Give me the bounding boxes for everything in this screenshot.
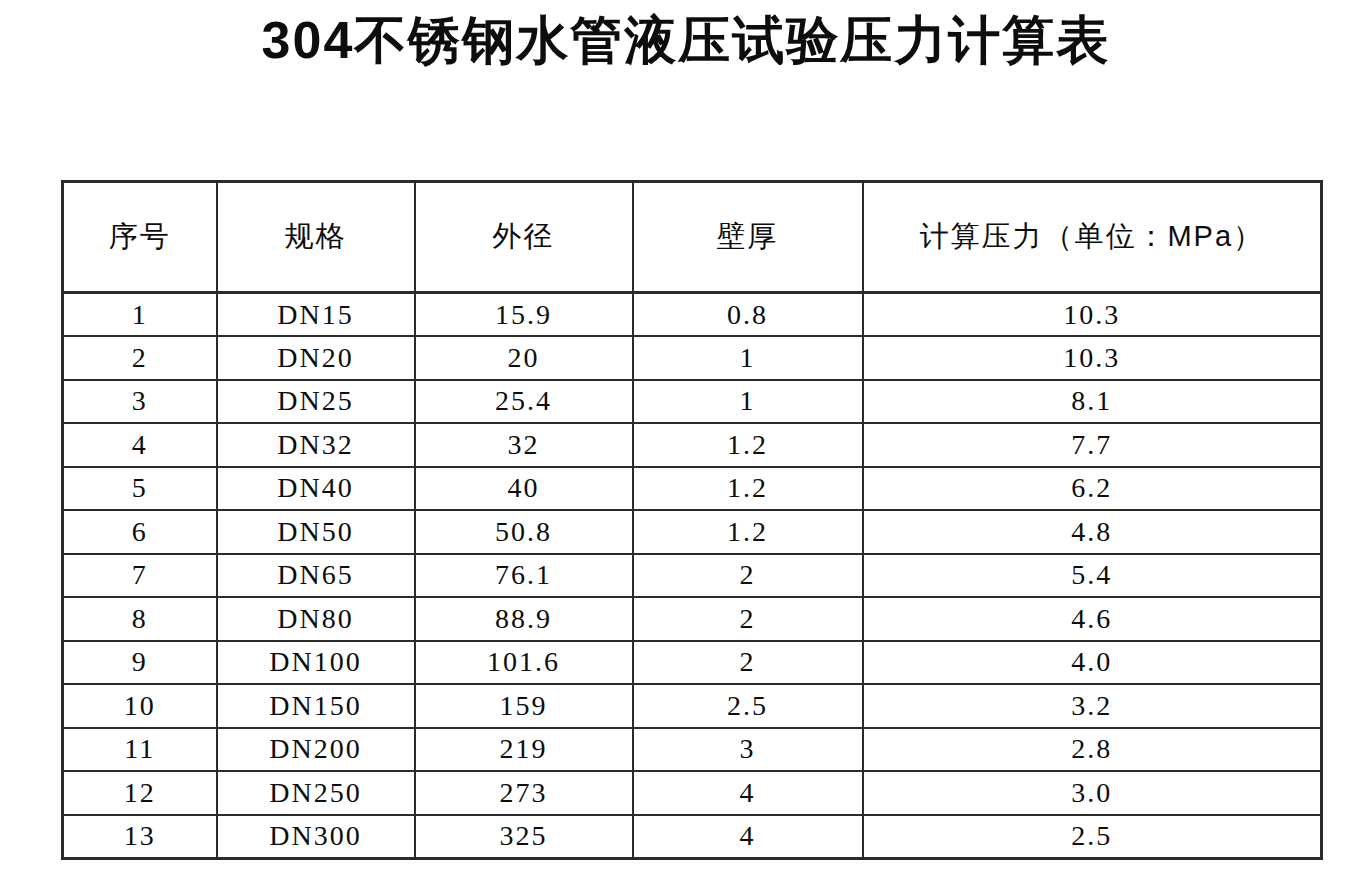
cell-sequence-number: 3 [63,380,217,424]
cell-outer-diameter: 88.9 [415,597,633,641]
cell-specification: DN40 [217,467,415,511]
cell-sequence-number: 6 [63,510,217,554]
cell-outer-diameter: 219 [415,728,633,772]
table-row: 11DN20021932.8 [63,728,1322,772]
header-cell-calculated-pressure: 计算压力（单位：MPa） [863,182,1322,293]
cell-specification: DN80 [217,597,415,641]
cell-outer-diameter: 25.4 [415,380,633,424]
cell-calculated-pressure: 7.7 [863,423,1322,467]
cell-wall-thickness: 2.5 [633,684,863,728]
cell-sequence-number: 11 [63,728,217,772]
table-row: 7DN6576.125.4 [63,554,1322,598]
page-title: 304不锈钢水管液压试验压力计算表 [0,4,1372,76]
table-row: 8DN8088.924.6 [63,597,1322,641]
cell-specification: DN25 [217,380,415,424]
cell-specification: DN20 [217,336,415,380]
header-cell-specification: 规格 [217,182,415,293]
cell-wall-thickness: 1.2 [633,510,863,554]
pressure-calculation-table: 序号 规格 外径 壁厚 计算压力（单位：MPa） 1DN1515.90.810.… [61,180,1323,860]
cell-sequence-number: 10 [63,684,217,728]
cell-outer-diameter: 15.9 [415,293,633,337]
table-row: 6DN5050.81.24.8 [63,510,1322,554]
cell-specification: DN32 [217,423,415,467]
cell-sequence-number: 12 [63,771,217,815]
cell-wall-thickness: 2 [633,641,863,685]
cell-wall-thickness: 1.2 [633,467,863,511]
cell-calculated-pressure: 4.6 [863,597,1322,641]
cell-sequence-number: 8 [63,597,217,641]
cell-calculated-pressure: 5.4 [863,554,1322,598]
cell-calculated-pressure: 4.0 [863,641,1322,685]
table-row: 9DN100101.624.0 [63,641,1322,685]
table-row: 1DN1515.90.810.3 [63,293,1322,337]
table-row: 12DN25027343.0 [63,771,1322,815]
cell-wall-thickness: 1.2 [633,423,863,467]
cell-specification: DN150 [217,684,415,728]
cell-wall-thickness: 1 [633,380,863,424]
cell-specification: DN15 [217,293,415,337]
header-cell-sequence-number: 序号 [63,182,217,293]
cell-specification: DN100 [217,641,415,685]
cell-sequence-number: 9 [63,641,217,685]
cell-specification: DN300 [217,815,415,859]
cell-wall-thickness: 0.8 [633,293,863,337]
table-row: 10DN1501592.53.2 [63,684,1322,728]
table-container: 序号 规格 外径 壁厚 计算压力（单位：MPa） 1DN1515.90.810.… [61,180,1323,860]
cell-outer-diameter: 273 [415,771,633,815]
cell-outer-diameter: 159 [415,684,633,728]
cell-outer-diameter: 101.6 [415,641,633,685]
cell-sequence-number: 7 [63,554,217,598]
cell-specification: DN65 [217,554,415,598]
table-row: 2DN2020110.3 [63,336,1322,380]
cell-calculated-pressure: 6.2 [863,467,1322,511]
cell-sequence-number: 2 [63,336,217,380]
cell-calculated-pressure: 3.2 [863,684,1322,728]
cell-outer-diameter: 20 [415,336,633,380]
table-row: 5DN40401.26.2 [63,467,1322,511]
cell-specification: DN200 [217,728,415,772]
cell-wall-thickness: 4 [633,771,863,815]
cell-outer-diameter: 32 [415,423,633,467]
cell-wall-thickness: 2 [633,554,863,598]
cell-wall-thickness: 3 [633,728,863,772]
cell-calculated-pressure: 2.5 [863,815,1322,859]
cell-calculated-pressure: 4.8 [863,510,1322,554]
cell-sequence-number: 1 [63,293,217,337]
cell-outer-diameter: 325 [415,815,633,859]
cell-sequence-number: 13 [63,815,217,859]
cell-wall-thickness: 2 [633,597,863,641]
cell-wall-thickness: 1 [633,336,863,380]
cell-outer-diameter: 50.8 [415,510,633,554]
cell-outer-diameter: 40 [415,467,633,511]
cell-wall-thickness: 4 [633,815,863,859]
cell-sequence-number: 4 [63,423,217,467]
cell-specification: DN50 [217,510,415,554]
cell-outer-diameter: 76.1 [415,554,633,598]
table-row: 4DN32321.27.7 [63,423,1322,467]
header-cell-outer-diameter: 外径 [415,182,633,293]
table-row: 3DN2525.418.1 [63,380,1322,424]
table-row: 13DN30032542.5 [63,815,1322,859]
table-header-row: 序号 规格 外径 壁厚 计算压力（单位：MPa） [63,182,1322,293]
cell-calculated-pressure: 8.1 [863,380,1322,424]
cell-calculated-pressure: 10.3 [863,336,1322,380]
cell-calculated-pressure: 2.8 [863,728,1322,772]
cell-calculated-pressure: 10.3 [863,293,1322,337]
header-cell-wall-thickness: 壁厚 [633,182,863,293]
cell-sequence-number: 5 [63,467,217,511]
cell-specification: DN250 [217,771,415,815]
cell-calculated-pressure: 3.0 [863,771,1322,815]
